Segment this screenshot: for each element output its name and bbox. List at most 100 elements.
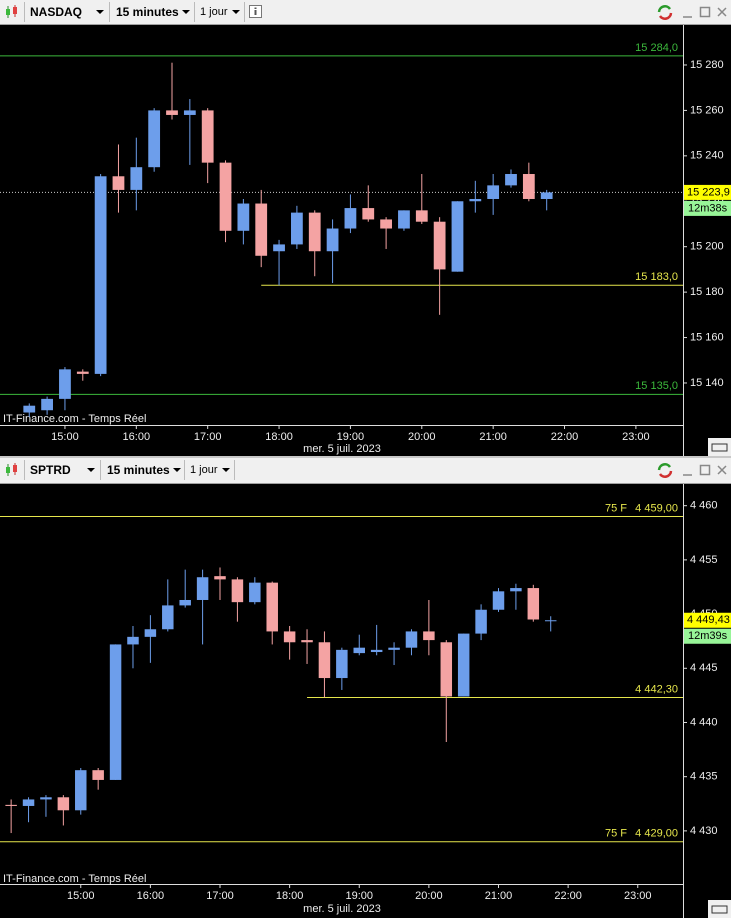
candle-body (255, 203, 268, 256)
candle (336, 647, 348, 690)
interval[interactable]: 15 minutes (107, 463, 170, 477)
candle (127, 626, 139, 669)
y-tick-label: 15 200 (690, 241, 724, 253)
candle-body (23, 405, 36, 413)
candle-body (457, 633, 470, 697)
corner-button[interactable] (708, 900, 731, 918)
chart-icon[interactable] (4, 4, 20, 20)
candle-body (231, 579, 244, 603)
candle (183, 99, 196, 165)
corner-button[interactable] (708, 438, 731, 456)
candle (415, 174, 428, 224)
chart-icon[interactable] (4, 462, 20, 478)
candle-body (527, 588, 540, 620)
candle (162, 579, 174, 632)
y-tick-label: 4 460 (690, 500, 718, 512)
dropdown-arrow[interactable] (222, 468, 230, 485)
chart-background (0, 25, 731, 456)
chart-panel: SPTRD 15 minutes 1 jour IT-Finance.com -… (0, 458, 731, 918)
candle-body (398, 210, 410, 229)
info-icon[interactable] (249, 5, 262, 22)
window-controls[interactable] (682, 6, 728, 19)
candle (130, 137, 143, 211)
candle (214, 567, 226, 600)
candle-body (112, 176, 125, 190)
level-label: 4 429,00 (635, 828, 678, 840)
range[interactable]: 1 jour (190, 464, 218, 476)
dropdown-arrow[interactable] (173, 468, 181, 485)
candle (301, 629, 313, 664)
watermark: IT-Finance.com - Temps Réel (3, 413, 146, 425)
y-tick-label: 15 240 (690, 150, 724, 162)
candle-body (388, 647, 400, 650)
candle-body (214, 576, 226, 580)
symbol[interactable]: NASDAQ (30, 5, 83, 19)
interval[interactable]: 15 minutes (116, 5, 179, 19)
candle (249, 577, 261, 605)
candle (527, 584, 540, 622)
candle (109, 644, 122, 780)
level-label: 4 442,30 (635, 683, 678, 695)
dropdown-arrow[interactable] (182, 10, 190, 27)
candle (59, 367, 71, 411)
candle (273, 239, 285, 286)
refresh-icon[interactable] (656, 4, 674, 21)
x-tick-label: 19:00 (345, 890, 373, 902)
candle (196, 569, 209, 645)
x-tick-label: 16:00 (123, 431, 151, 443)
candle (380, 217, 392, 249)
range[interactable]: 1 jour (200, 6, 228, 18)
refresh-icon[interactable] (656, 462, 674, 479)
candle-body (405, 631, 418, 648)
candle (492, 588, 505, 612)
candle (505, 169, 517, 188)
dropdown-arrow[interactable] (232, 10, 240, 27)
level-label: 15 183,0 (635, 271, 678, 283)
candle-body (144, 629, 157, 637)
symbol[interactable]: SPTRD (30, 463, 71, 477)
candle (522, 162, 535, 202)
timer-label: 12m39s (688, 630, 728, 642)
y-tick-label: 15 140 (690, 377, 724, 389)
last-price-label: 15 223,9 (687, 186, 730, 198)
x-axis-date: mer. 5 juil. 2023 (303, 443, 381, 455)
candle-body (237, 203, 250, 231)
y-tick-label: 4 440 (690, 716, 718, 728)
candle (291, 205, 303, 249)
candle-body (283, 631, 296, 643)
candle (487, 174, 500, 215)
candle (353, 634, 365, 656)
level-label: 4 459,00 (635, 502, 678, 514)
candle-body (41, 398, 53, 411)
candle (344, 194, 357, 234)
candle-body (353, 647, 365, 654)
candle (57, 795, 70, 826)
candle-body (469, 198, 482, 202)
candle (41, 396, 53, 415)
last-price-label: 4 449,43 (687, 614, 730, 626)
candle-body (487, 185, 500, 199)
y-tick-label: 4 445 (690, 662, 718, 674)
candle (457, 633, 470, 697)
candle (475, 604, 487, 641)
x-tick-label: 20:00 (415, 890, 443, 902)
candle (283, 626, 296, 660)
window-controls[interactable] (682, 464, 728, 477)
candle (451, 201, 464, 272)
dropdown-arrow[interactable] (87, 468, 95, 485)
y-tick-label: 15 260 (690, 104, 724, 116)
x-tick-label: 18:00 (265, 431, 293, 443)
candle-body (544, 620, 557, 622)
chart-panel: NASDAQ 15 minutes 1 jour IT-Finance.com … (0, 0, 731, 456)
candle-body (510, 588, 522, 592)
candle-body (196, 577, 209, 600)
candle-body (249, 582, 261, 603)
candle-body (94, 176, 107, 374)
candle (144, 615, 157, 663)
dropdown-arrow[interactable] (96, 10, 104, 27)
candle-body (109, 644, 122, 780)
candle (398, 210, 410, 231)
x-tick-label: 21:00 (485, 890, 513, 902)
candle-body (370, 649, 383, 653)
